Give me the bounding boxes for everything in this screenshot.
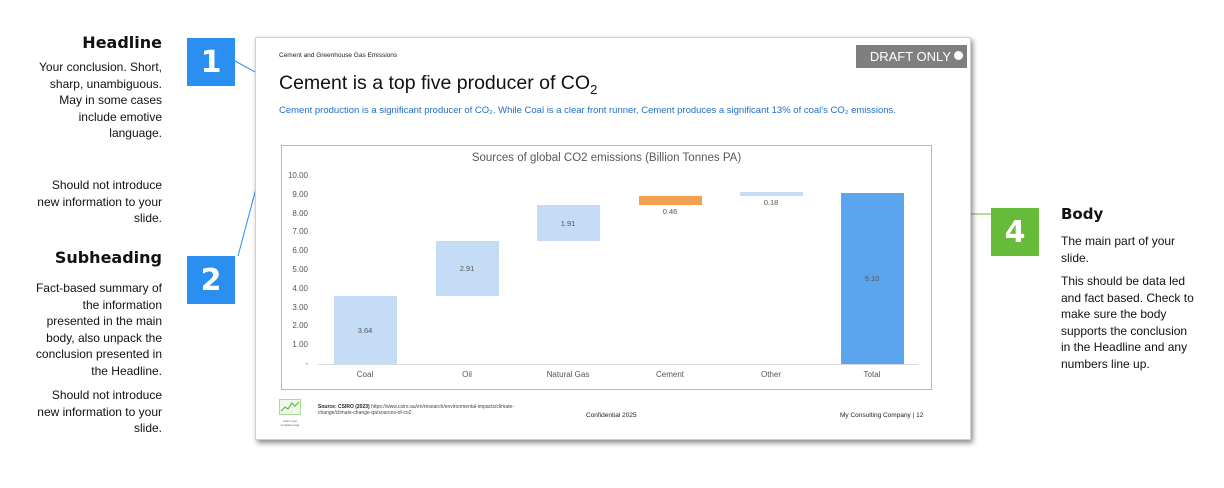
body-annotation-note: This should be data led and fact based. … (1061, 273, 1221, 372)
bar-natural-gas (536, 204, 600, 241)
slide-subheading: Cement production is a significant produ… (279, 105, 896, 116)
draft-label: DRAFT ONLY (869, 49, 951, 64)
body-note-line: supports the conclusion (1061, 323, 1188, 338)
footer-source-link[interactable]: https://www.csiro.au/en/research/environ… (318, 404, 514, 416)
logo-caption: Insert your company logo (279, 419, 301, 427)
logo-caption-line: Insert your (282, 419, 298, 423)
body-note-line: This should be data led (1061, 274, 1186, 288)
data-label: 0.46 (662, 206, 678, 216)
badge-subheading: 2 (187, 256, 235, 304)
body-annotation-line: slide. (1061, 250, 1090, 265)
x-category-label: Coal (356, 370, 374, 379)
body-annotation-text: The main part of your slide. (1061, 233, 1221, 266)
y-tick-label: 3.00 (292, 302, 308, 312)
y-tick-label: - (305, 359, 308, 368)
x-category-label: Natural Gas (546, 370, 590, 379)
subheading-note-line: slide. (133, 421, 162, 435)
badge-body: 4 (991, 208, 1039, 256)
footer-company: My Consulting Company | 12 (840, 412, 924, 419)
subheading-annotation-line: Fact-based summary of (35, 281, 162, 295)
x-category-label: Oil (462, 370, 472, 379)
company-logo: Insert your company logo (279, 399, 301, 427)
data-label: 3.64 (357, 325, 373, 335)
x-category-label: Cement (655, 370, 684, 379)
bar-cement (638, 196, 702, 205)
footer-confidential: Confidential 2025 (586, 412, 637, 419)
footer-source-label: Source: CSIRO (2023) (318, 404, 370, 410)
bar-other (739, 192, 803, 197)
subheading-note-line: Should not introduce (51, 388, 162, 402)
headline-annotation-line: May in some cases (59, 93, 162, 107)
y-tick-label: 5.00 (292, 265, 308, 274)
body-annotation-line: The main part of your (1061, 234, 1176, 248)
slide-topic: Cement and Greenhouse Gas Emissions (279, 52, 398, 59)
y-tick-label: 8.00 (292, 208, 308, 218)
x-category-label: Other (760, 370, 781, 379)
headline-note-line: Should not introduce (51, 178, 162, 192)
data-label: 1.91 (560, 218, 576, 228)
headline-annotation-text: Your conclusion. Short, sharp, unambiguo… (10, 59, 162, 142)
chart-title: Sources of global CO2 emissions (Billion… (471, 152, 742, 164)
y-tick-label: 10.00 (287, 171, 308, 180)
logo-chart-icon (279, 399, 301, 415)
y-tick-label: 1.00 (292, 340, 308, 350)
slide-headline-text: Cement is a top five producer of CO (279, 72, 591, 94)
headline-annotation-line: language. (109, 126, 162, 140)
footer-source: Source: CSIRO (2023) https://www.csiro.a… (318, 404, 523, 416)
y-tick-label: 4.00 (292, 283, 308, 293)
bar-coal (333, 295, 397, 364)
data-label: 2.91 (459, 264, 475, 274)
bar-oil (435, 240, 499, 296)
headline-annotation-line: sharp, unambiguous. (49, 76, 162, 91)
subheading-annotation-note: Should not introduce new information to … (10, 387, 162, 437)
subheading-annotation-line: conclusion presented in (35, 347, 162, 361)
subheading-annotation-title: Subheading (54, 248, 162, 267)
slide-headline-subscript: 2 (590, 81, 598, 97)
subheading-annotation-line: the Headline. (91, 363, 162, 378)
data-label: 9.10 (864, 274, 880, 284)
bar-total (840, 192, 904, 364)
body-note-line: make sure the body (1061, 307, 1167, 321)
subheading-note-line: new information to your (37, 404, 162, 419)
headline-annotation-line: include emotive (78, 109, 162, 124)
headline-annotation-note: Should not introduce new information to … (10, 177, 162, 227)
y-tick-label: 2.00 (292, 321, 308, 331)
y-tick-label: 7.00 (292, 227, 308, 237)
subheading-annotation-line: the information (82, 297, 162, 312)
headline-note-line: slide. (133, 211, 162, 225)
y-tick-label: 6.00 (292, 246, 308, 256)
headline-note-line: new information to your (37, 194, 162, 209)
headline-annotation-line: Your conclusion. Short, (39, 60, 162, 74)
subheading-annotation-text: Fact-based summary of the information pr… (10, 280, 162, 379)
y-tick-label: 9.00 (292, 189, 308, 199)
body-annotation-title: Body (1061, 205, 1104, 223)
x-category-label: Total (863, 370, 881, 379)
body-note-line: numbers line up. (1061, 356, 1150, 371)
draft-banner: DRAFT ONLY (856, 45, 967, 68)
subheading-annotation-line: presented in the main (46, 314, 162, 328)
draft-dot-icon (954, 51, 963, 60)
data-label: 0.18 (763, 198, 779, 208)
body-note-line: in the Headline and any (1061, 340, 1188, 354)
badge-headline: 1 (187, 38, 235, 86)
body-note-line: and fact based. Check to (1061, 290, 1194, 305)
subheading-annotation-line: body, also unpack the (46, 330, 162, 345)
x-axis-line (318, 364, 918, 365)
headline-annotation-title: Headline (82, 33, 162, 52)
slide-headline: Cement is a top five producer of CO2 (279, 72, 597, 97)
logo-caption-line: company logo (280, 422, 300, 427)
